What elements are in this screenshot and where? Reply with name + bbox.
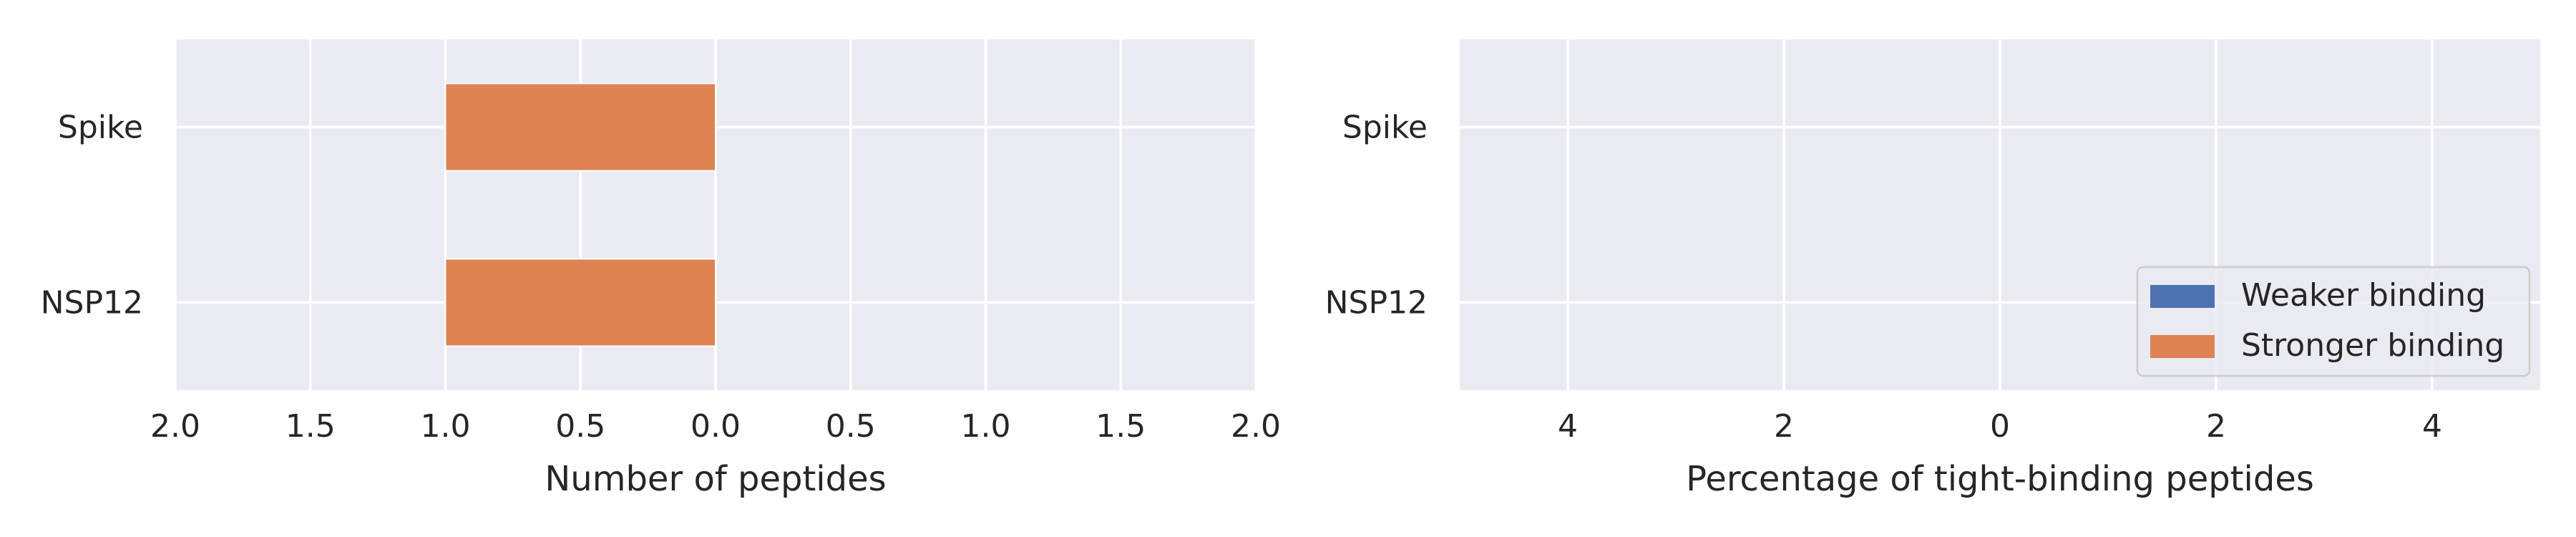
legend-swatch xyxy=(2150,285,2215,308)
x-tick-label: 0.0 xyxy=(691,408,741,445)
legend: Weaker binding Stronger binding xyxy=(2136,266,2531,377)
chart-panel-1: Spike NSP12 2.0 1.5 1.0 0.5 0.0 0.5 1.0 1.5 2.0 Num… xyxy=(41,39,1281,499)
x-axis-label: Percentage of tight-binding peptides xyxy=(1686,459,2314,499)
x-tick-label: 2.0 xyxy=(150,408,200,445)
x-tick-label: 0 xyxy=(1990,408,2010,445)
x-tick-label: 1.0 xyxy=(421,408,471,445)
legend-label: Stronger binding xyxy=(2241,327,2504,364)
y-tick-label: NSP12 xyxy=(41,285,143,321)
y-tick-label: NSP12 xyxy=(1325,285,1428,321)
legend-label: Weaker binding xyxy=(2241,277,2486,314)
x-tick-label: 1.5 xyxy=(1096,408,1146,445)
x-tick-label: 2 xyxy=(1774,408,1794,445)
legend-swatch xyxy=(2150,335,2215,358)
x-tick-label: 1.0 xyxy=(961,408,1011,445)
x-tick-label: 1.5 xyxy=(286,408,336,445)
x-axis-label: Number of peptides xyxy=(545,459,886,499)
x-tick-label: 4 xyxy=(1558,408,1578,445)
x-tick-label: 2.0 xyxy=(1231,408,1281,445)
legend-frame xyxy=(2136,266,2531,377)
bar-stronger-binding-spike xyxy=(444,82,716,172)
chart-panel-2: Spike NSP12 4 2 0 2 4 Percentage of tight-bindi… xyxy=(1325,39,2540,499)
x-tick-label: 0.5 xyxy=(826,408,876,445)
x-tick-label: 4 xyxy=(2422,408,2442,445)
bar-stronger-binding-nsp12 xyxy=(444,258,716,347)
y-tick-label: Spike xyxy=(1342,110,1428,146)
x-tick-label: 2 xyxy=(2206,408,2226,445)
x-tick-label: 0.5 xyxy=(555,408,605,445)
y-tick-label: Spike xyxy=(58,110,143,146)
